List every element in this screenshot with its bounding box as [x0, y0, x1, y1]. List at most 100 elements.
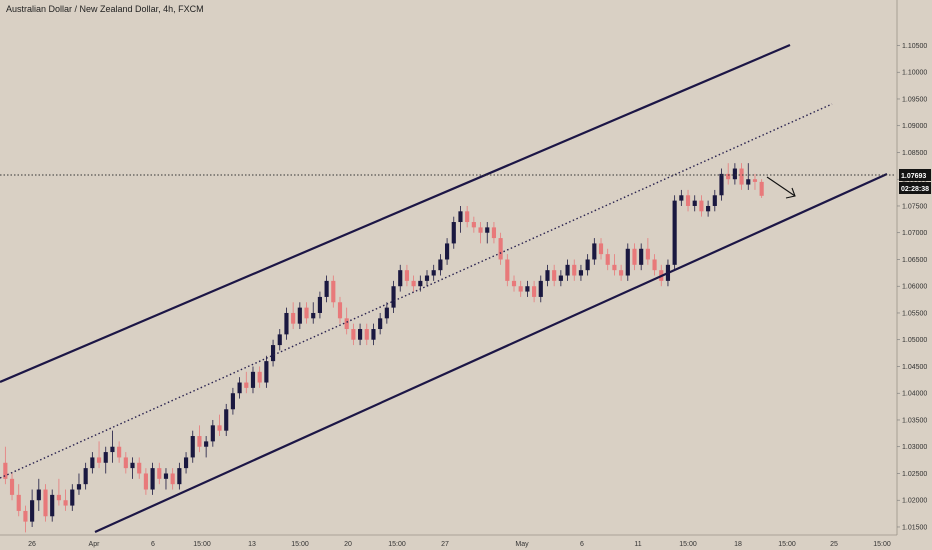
candle-body [170, 473, 175, 485]
candle [505, 254, 510, 287]
candle [445, 238, 450, 265]
candle-body [324, 280, 329, 297]
upper-channel-line [0, 43, 791, 384]
arrow-shaft [766, 176, 796, 197]
candle [605, 248, 610, 271]
y-tick-label: 1.03500 [902, 417, 927, 424]
candle [371, 323, 376, 346]
candle [244, 371, 249, 394]
candle-body [277, 334, 282, 346]
candle [197, 425, 202, 453]
candle-body [598, 243, 604, 255]
candle [9, 473, 15, 501]
candle [424, 270, 430, 287]
candle [558, 270, 563, 287]
candle-body [431, 270, 436, 276]
candle-body [230, 393, 235, 410]
candle [217, 414, 222, 437]
candle [76, 473, 82, 495]
candle [83, 462, 88, 490]
candle-body [130, 462, 135, 469]
candle-body [337, 302, 343, 319]
candle-body [117, 446, 122, 458]
candle-body [672, 200, 677, 265]
candle-body [578, 270, 584, 276]
candle [739, 163, 744, 190]
candle-body [63, 500, 68, 506]
candle [598, 238, 604, 260]
candle [752, 173, 758, 190]
candle-body [70, 489, 75, 506]
x-tick-label: 6 [151, 541, 155, 548]
candle-body [605, 254, 610, 265]
y-tick-label: 1.01500 [902, 524, 927, 531]
candle [96, 441, 102, 469]
candle [619, 264, 624, 281]
candle [572, 259, 577, 281]
candle [70, 484, 75, 511]
candle-body [378, 318, 383, 330]
candle [90, 452, 95, 474]
candle-body [511, 280, 517, 287]
x-tick-label: May [515, 541, 529, 548]
y-tick-label: 1.04000 [902, 391, 927, 398]
candle-body [585, 259, 590, 271]
candle [56, 478, 61, 506]
candle-body [478, 227, 483, 233]
candle [117, 441, 122, 463]
candle [277, 329, 282, 351]
candle-body [50, 494, 55, 517]
candle-body [30, 500, 35, 522]
y-tick-label: 1.09500 [902, 96, 927, 103]
candle-body [445, 243, 450, 260]
candle [317, 291, 322, 319]
candle-body [157, 468, 162, 479]
y-tick-labels: 1.01500 1.02000 1.02500 1.03000 1.03500 1.040… [897, 43, 927, 531]
candle-body [391, 286, 396, 308]
candle-body [398, 270, 403, 287]
candle [525, 280, 530, 297]
candle [471, 216, 476, 233]
candle [344, 307, 349, 335]
candle-body [384, 307, 389, 319]
candle [351, 323, 356, 346]
candle [163, 468, 169, 490]
candle-body [746, 179, 751, 185]
candle [357, 323, 363, 346]
candle-body [552, 270, 557, 281]
candle [685, 189, 691, 212]
candle [250, 366, 256, 394]
candle-body [123, 457, 128, 469]
candle-body [418, 280, 423, 287]
candle [150, 462, 155, 495]
candle-body [424, 275, 430, 281]
y-tick-label: 1.04500 [902, 364, 927, 371]
candle-body [210, 425, 215, 442]
candle-body [137, 462, 142, 474]
y-tick-label: 1.05500 [902, 310, 927, 317]
candle [123, 452, 128, 474]
candle [565, 259, 570, 281]
candle [498, 232, 503, 265]
candle [639, 243, 644, 271]
candle [257, 366, 262, 388]
candle [36, 478, 41, 511]
candle-body [639, 248, 644, 265]
candle-body [9, 478, 15, 495]
candle [726, 163, 731, 185]
candle-body [190, 436, 195, 458]
candle-body [371, 329, 376, 340]
x-tick-label: 15:00 [388, 541, 406, 548]
candle [230, 387, 235, 415]
candle-body [752, 179, 758, 182]
candle-body [739, 168, 744, 185]
candle [458, 205, 463, 233]
candle [592, 238, 597, 265]
candle [411, 275, 416, 292]
candle [157, 462, 162, 485]
mid-channel-dotted-line [0, 103, 833, 479]
overlay-layer [0, 43, 895, 534]
candle-body [572, 264, 577, 276]
candle [291, 302, 296, 330]
